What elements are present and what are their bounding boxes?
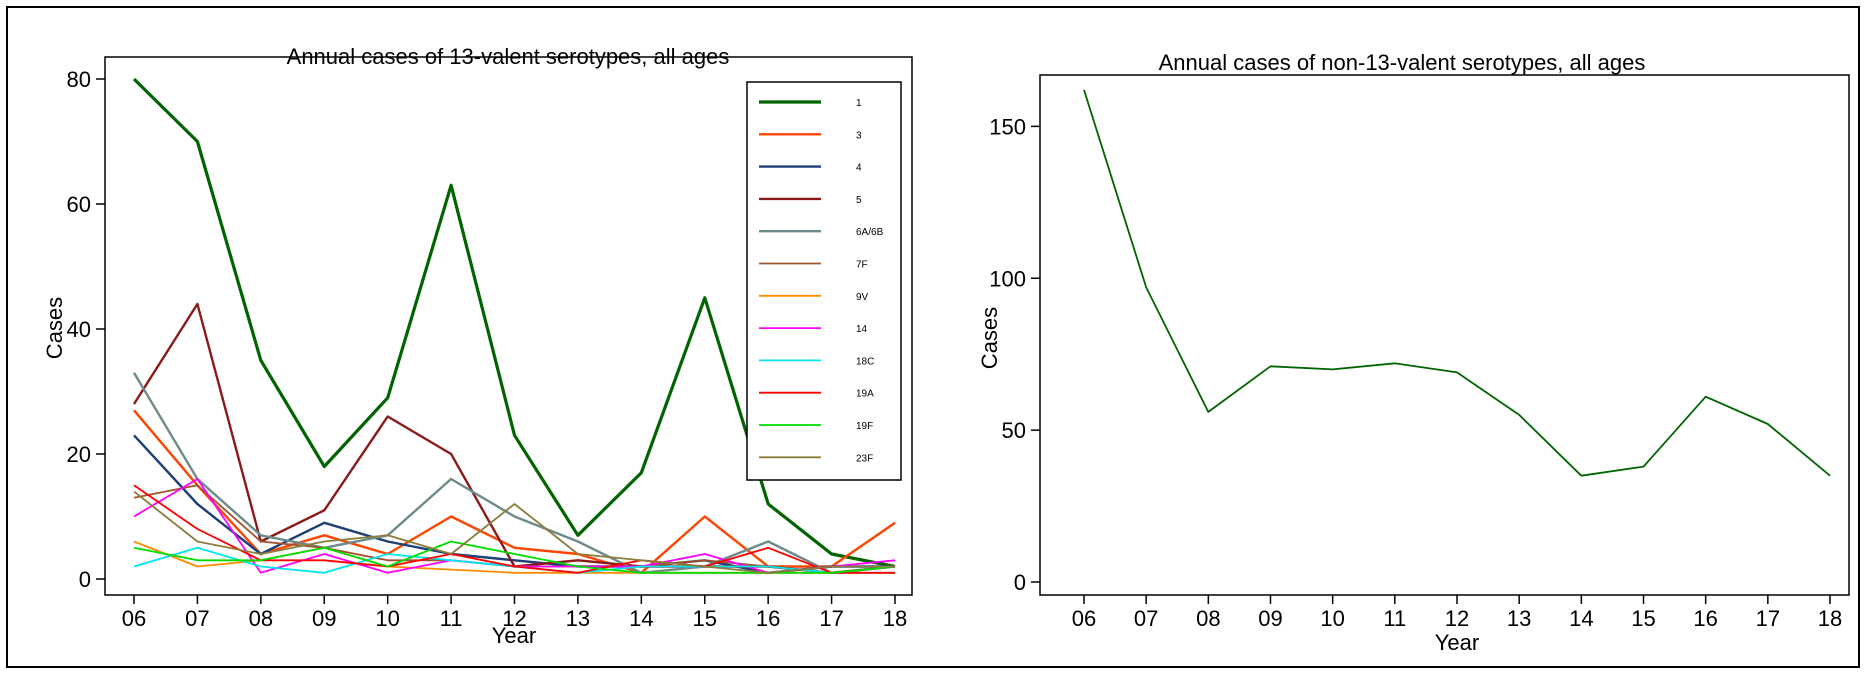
legend-label: 18C — [856, 356, 874, 367]
legend-label: 6A/6B — [856, 227, 884, 238]
series-line-23F — [133, 490, 895, 574]
x-tick-label: 18 — [883, 606, 907, 631]
series-line-6A-6B — [132, 372, 896, 574]
y-tick-label: 100 — [989, 266, 1026, 291]
chart-panel-1: Annual cases of 13-valent serotypes, all… — [42, 44, 913, 648]
x-tick-label: 12 — [1445, 606, 1469, 631]
x-tick-label: 06 — [1072, 606, 1096, 631]
x-tick-label: 07 — [1134, 606, 1158, 631]
series-line-1 — [132, 77, 896, 569]
y-tick-label: 50 — [1002, 418, 1026, 443]
legend-label: 3 — [856, 130, 862, 141]
x-tick-label: 17 — [819, 606, 843, 631]
y-tick-label: 80 — [67, 67, 91, 92]
plot-area-border — [1039, 74, 1850, 596]
chart-title: Annual cases of 13-valent serotypes, all… — [287, 44, 730, 69]
x-tick-label: 16 — [1693, 606, 1717, 631]
x-tick-label: 11 — [1383, 606, 1406, 631]
x-axis-label: Year — [1435, 630, 1479, 655]
x-tick-label: 14 — [629, 606, 653, 631]
x-tick-label: 16 — [756, 606, 780, 631]
legend-label: 1 — [856, 98, 862, 109]
legend-label: 9V — [856, 292, 869, 303]
y-tick-label: 150 — [989, 114, 1026, 139]
x-tick-label: 08 — [1196, 606, 1220, 631]
x-tick-label: 06 — [122, 606, 146, 631]
y-tick-label: 20 — [67, 442, 91, 467]
x-tick-label: 13 — [1507, 606, 1531, 631]
x-axis-label: Year — [492, 623, 536, 648]
y-tick-label: 60 — [67, 192, 91, 217]
x-tick-label: 09 — [312, 606, 336, 631]
chart-panel-2: Annual cases of non-13-valent serotypes,… — [977, 50, 1850, 655]
y-axis-label: Cases — [42, 297, 67, 359]
legend: 1 3 4 5 6A/6B 7F 9V 14 18C 19A 19F 23F — [746, 81, 902, 481]
x-tick-label: 15 — [693, 606, 717, 631]
legend-label: 7F — [856, 260, 868, 271]
plot-area-border — [104, 56, 913, 596]
x-tick-label: 07 — [185, 606, 209, 631]
legend-label: 19A — [856, 389, 874, 400]
x-tick-label: 10 — [1320, 606, 1344, 631]
x-tick-label: 09 — [1258, 606, 1282, 631]
legend-label: 19F — [856, 421, 873, 432]
y-axis-label: Cases — [977, 307, 1002, 369]
figure-frame — [6, 6, 1860, 668]
x-tick-label: 12 — [502, 606, 526, 631]
series-line — [1083, 89, 1831, 477]
y-tick-label: 0 — [1014, 570, 1026, 595]
x-tick-label: 10 — [375, 606, 399, 631]
x-tick-label: 17 — [1756, 606, 1780, 631]
y-tick-label: 0 — [79, 567, 91, 592]
legend-label: 23F — [856, 453, 873, 464]
legend-label: 14 — [856, 324, 868, 335]
x-tick-label: 13 — [566, 606, 590, 631]
x-tick-label: 14 — [1569, 606, 1593, 631]
x-tick-label: 18 — [1818, 606, 1842, 631]
legend-label: 5 — [856, 195, 862, 206]
x-tick-label: 08 — [249, 606, 273, 631]
x-tick-label: 15 — [1631, 606, 1655, 631]
legend-box — [746, 81, 902, 481]
y-tick-label: 40 — [67, 317, 91, 342]
x-tick-label: 11 — [440, 606, 463, 631]
chart-title: Annual cases of non-13-valent serotypes,… — [1159, 50, 1646, 75]
legend-label: 4 — [856, 163, 862, 174]
